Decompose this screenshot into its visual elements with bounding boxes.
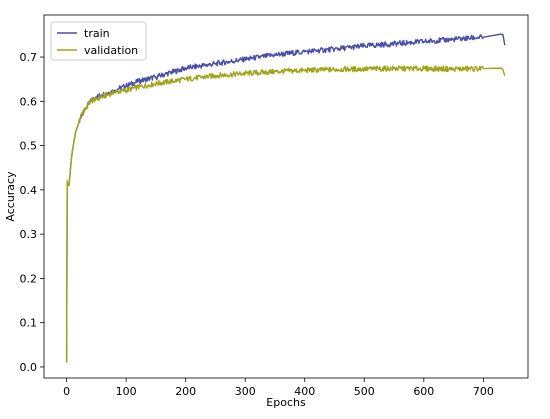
x-tick-label: 500 [354,385,375,398]
y-tick-label: 0.0 [20,361,38,374]
legend-label-validation: validation [84,44,138,57]
y-tick-label: 0.4 [20,184,38,197]
y-tick-label: 0.1 [20,317,38,330]
y-tick-label: 0.3 [20,228,38,241]
y-tick-label: 0.5 [20,140,38,153]
x-tick-label: 700 [473,385,494,398]
y-tick-label: 0.7 [20,51,38,64]
series-line-validation [65,65,506,363]
y-axis-label: Accuracy [4,171,17,222]
y-tick-label: 0.6 [20,95,38,108]
series-line-train [65,33,506,363]
x-axis-label: Epochs [266,396,306,409]
x-tick-label: 0 [63,385,70,398]
y-tick-label: 0.2 [20,272,38,285]
x-tick-label: 600 [413,385,434,398]
x-tick-label: 300 [235,385,256,398]
x-tick-label: 400 [294,385,315,398]
x-tick-label: 100 [116,385,137,398]
legend-label-train: train [84,27,110,40]
plot-area-frame [43,14,529,379]
x-tick-label: 200 [175,385,196,398]
